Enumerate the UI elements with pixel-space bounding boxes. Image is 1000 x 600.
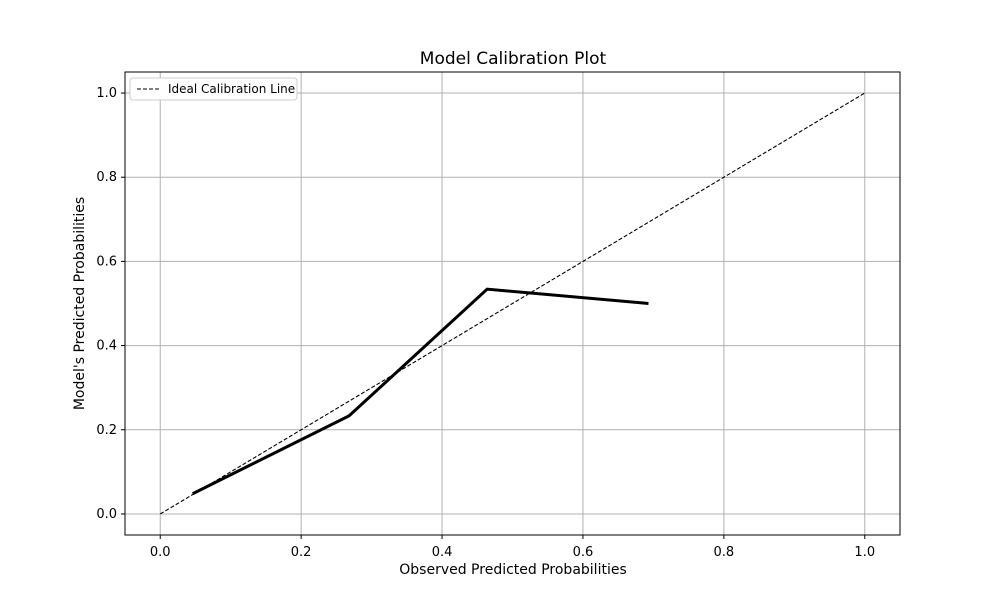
legend-box: [129, 77, 298, 101]
model-calibration-line: [191, 287, 649, 496]
y-axis-ticks: 0.0 0.2 0.4 0.6 0.8 1.0: [96, 86, 125, 522]
y-axis-label: Model's Predicted Probabilities: [72, 197, 88, 410]
ideal-calibration-line: [159, 92, 866, 515]
y-tick-label: 0.8: [96, 170, 117, 185]
x-tick-label: 1.0: [854, 545, 875, 560]
legend: Ideal Calibration Line: [129, 77, 298, 101]
y-tick-label: 0.2: [96, 423, 117, 438]
x-axis-label: Observed Predicted Probabilities: [399, 562, 627, 578]
x-tick-label: 0.6: [573, 545, 594, 560]
x-axis-ticks: 0.0 0.2 0.4 0.6 0.8 1.0: [150, 535, 875, 560]
x-tick-label: 0.8: [714, 545, 735, 560]
y-tick-label: 0.4: [96, 339, 117, 354]
series-layer: [159, 92, 866, 515]
x-tick-label: 0.0: [150, 545, 171, 560]
y-tick-label: 1.0: [96, 86, 117, 101]
x-tick-label: 0.4: [432, 545, 453, 560]
y-tick-label: 0.0: [96, 507, 117, 522]
y-tick-label: 0.6: [96, 254, 117, 269]
plot-frame: [124, 71, 901, 536]
chart-title: Model Calibration Plot: [420, 49, 607, 69]
legend-label-ideal-calibration-line: Ideal Calibration Line: [168, 82, 295, 96]
x-tick-label: 0.2: [291, 545, 312, 560]
grid-lines: [125, 72, 900, 535]
